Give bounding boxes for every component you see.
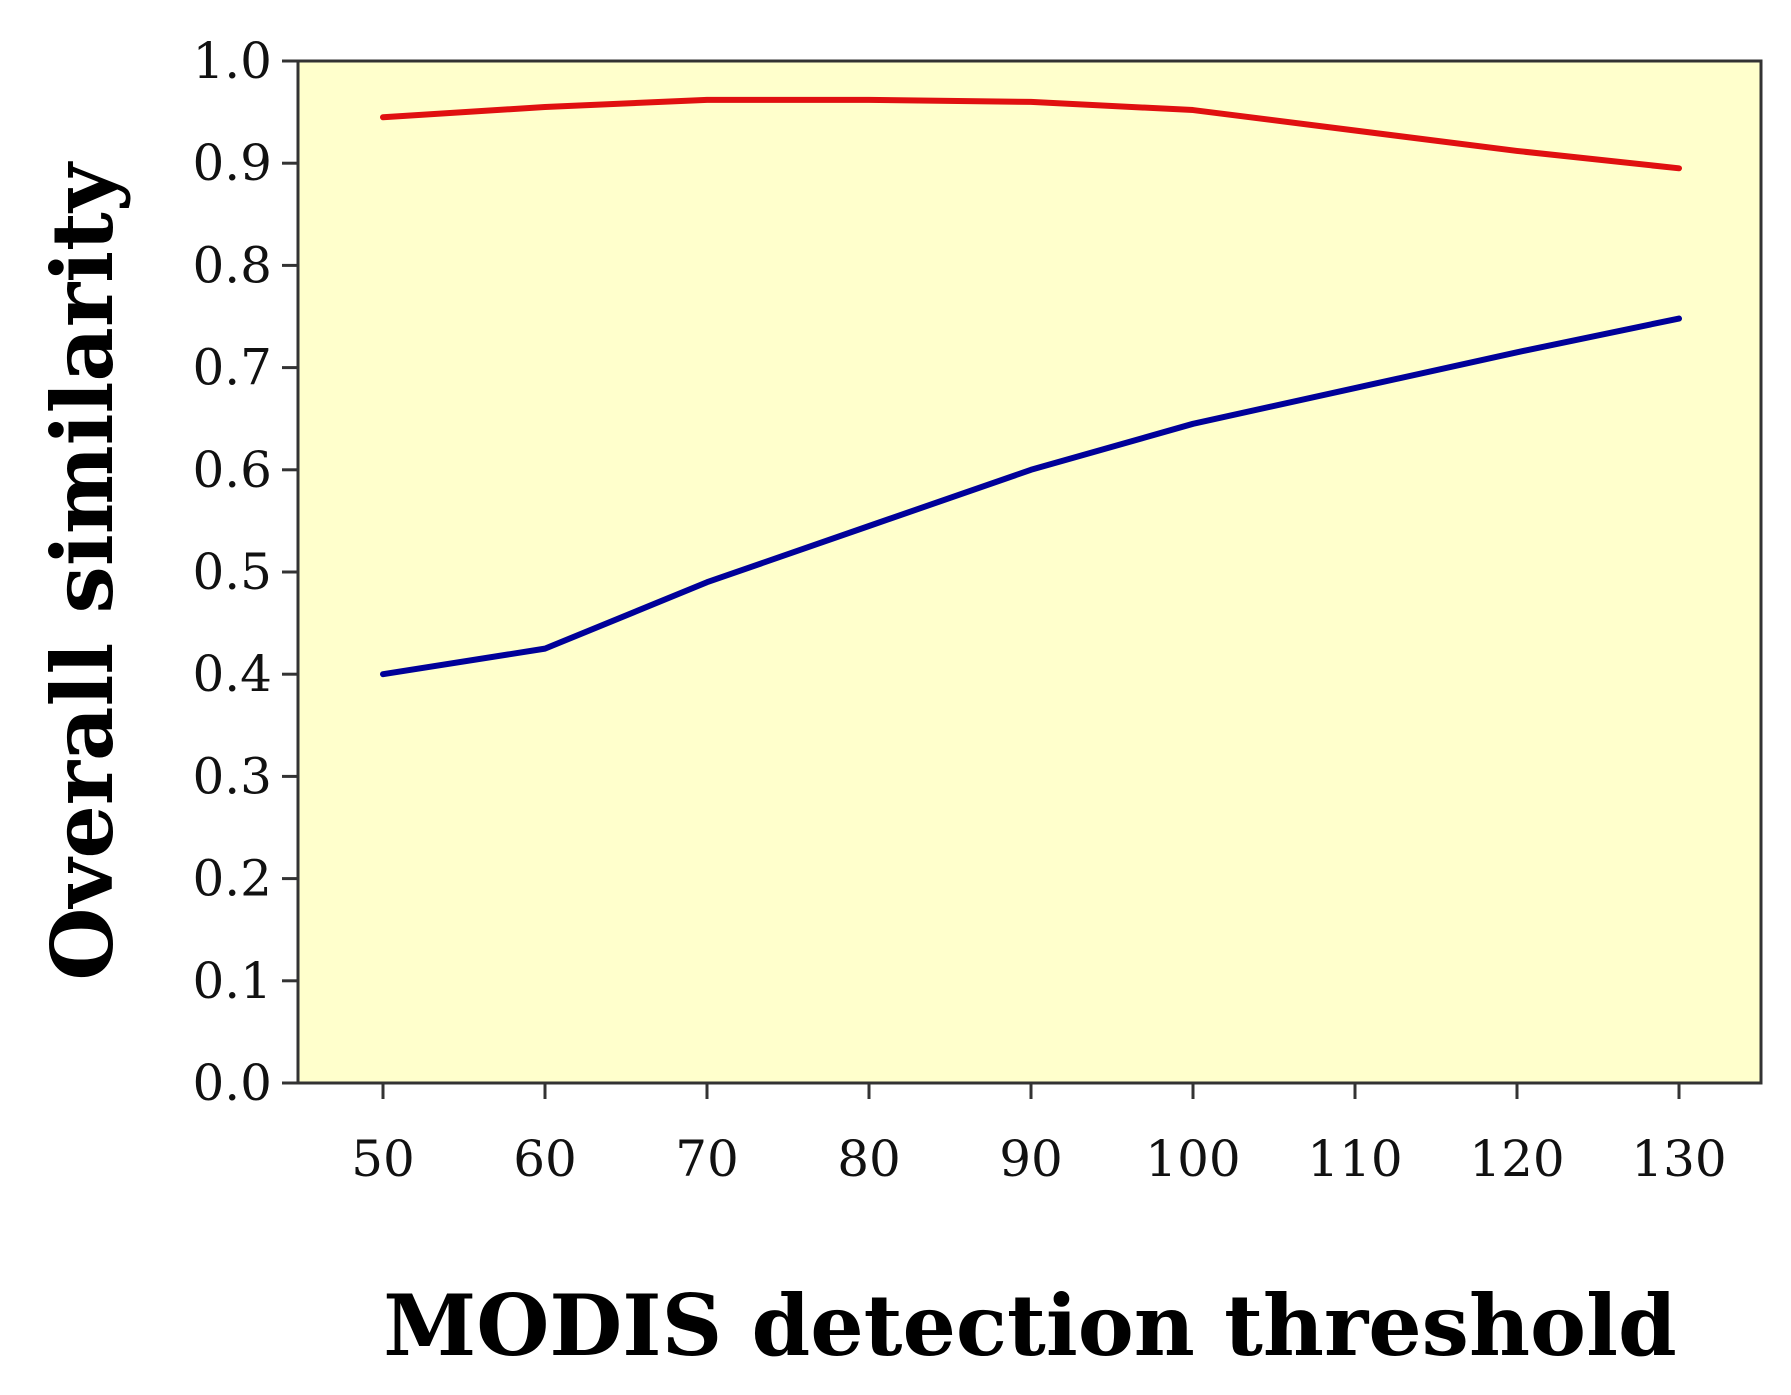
x-tick-label: 100 [1145, 1130, 1240, 1188]
y-tick-label: 0.8 [192, 236, 272, 294]
y-axis: 0.0 0.1 0.2 0.3 0.4 0.5 0.6 0.7 0.8 0.9 1.0 [192, 32, 298, 1112]
y-tick-label: 0.9 [192, 134, 272, 192]
y-tick-label: 0.5 [192, 543, 272, 601]
y-tick-label: 0.6 [192, 441, 272, 499]
y-tick-label: 0.4 [192, 645, 272, 703]
x-tick-label: 110 [1307, 1130, 1402, 1188]
x-tick-label: 70 [675, 1130, 739, 1188]
x-tick-label: 60 [513, 1130, 577, 1188]
y-tick-label: 1.0 [192, 32, 272, 90]
x-tick-label: 120 [1469, 1130, 1564, 1188]
y-tick-label: 0.3 [192, 747, 272, 805]
y-tick-label: 0.7 [192, 339, 272, 397]
y-tick-label: 0.1 [192, 952, 272, 1010]
x-tick-label: 50 [351, 1130, 415, 1188]
y-tick-label: 0.2 [192, 850, 272, 908]
x-tick-label: 90 [999, 1130, 1063, 1188]
y-tick-label: 0.0 [192, 1054, 272, 1112]
x-axis-title: MODIS detection threshold [383, 1276, 1676, 1375]
x-tick-label: 130 [1631, 1130, 1726, 1188]
series-layer [380, 96, 1682, 678]
blue-series-line [380, 315, 1682, 678]
y-axis-title: Overall similarity [33, 161, 132, 980]
x-axis: 50 60 70 80 90 100 110 120 130 [351, 1083, 1727, 1188]
plot-area [296, 59, 1763, 1085]
red-series-line [380, 96, 1682, 172]
x-tick-label: 80 [837, 1130, 901, 1188]
